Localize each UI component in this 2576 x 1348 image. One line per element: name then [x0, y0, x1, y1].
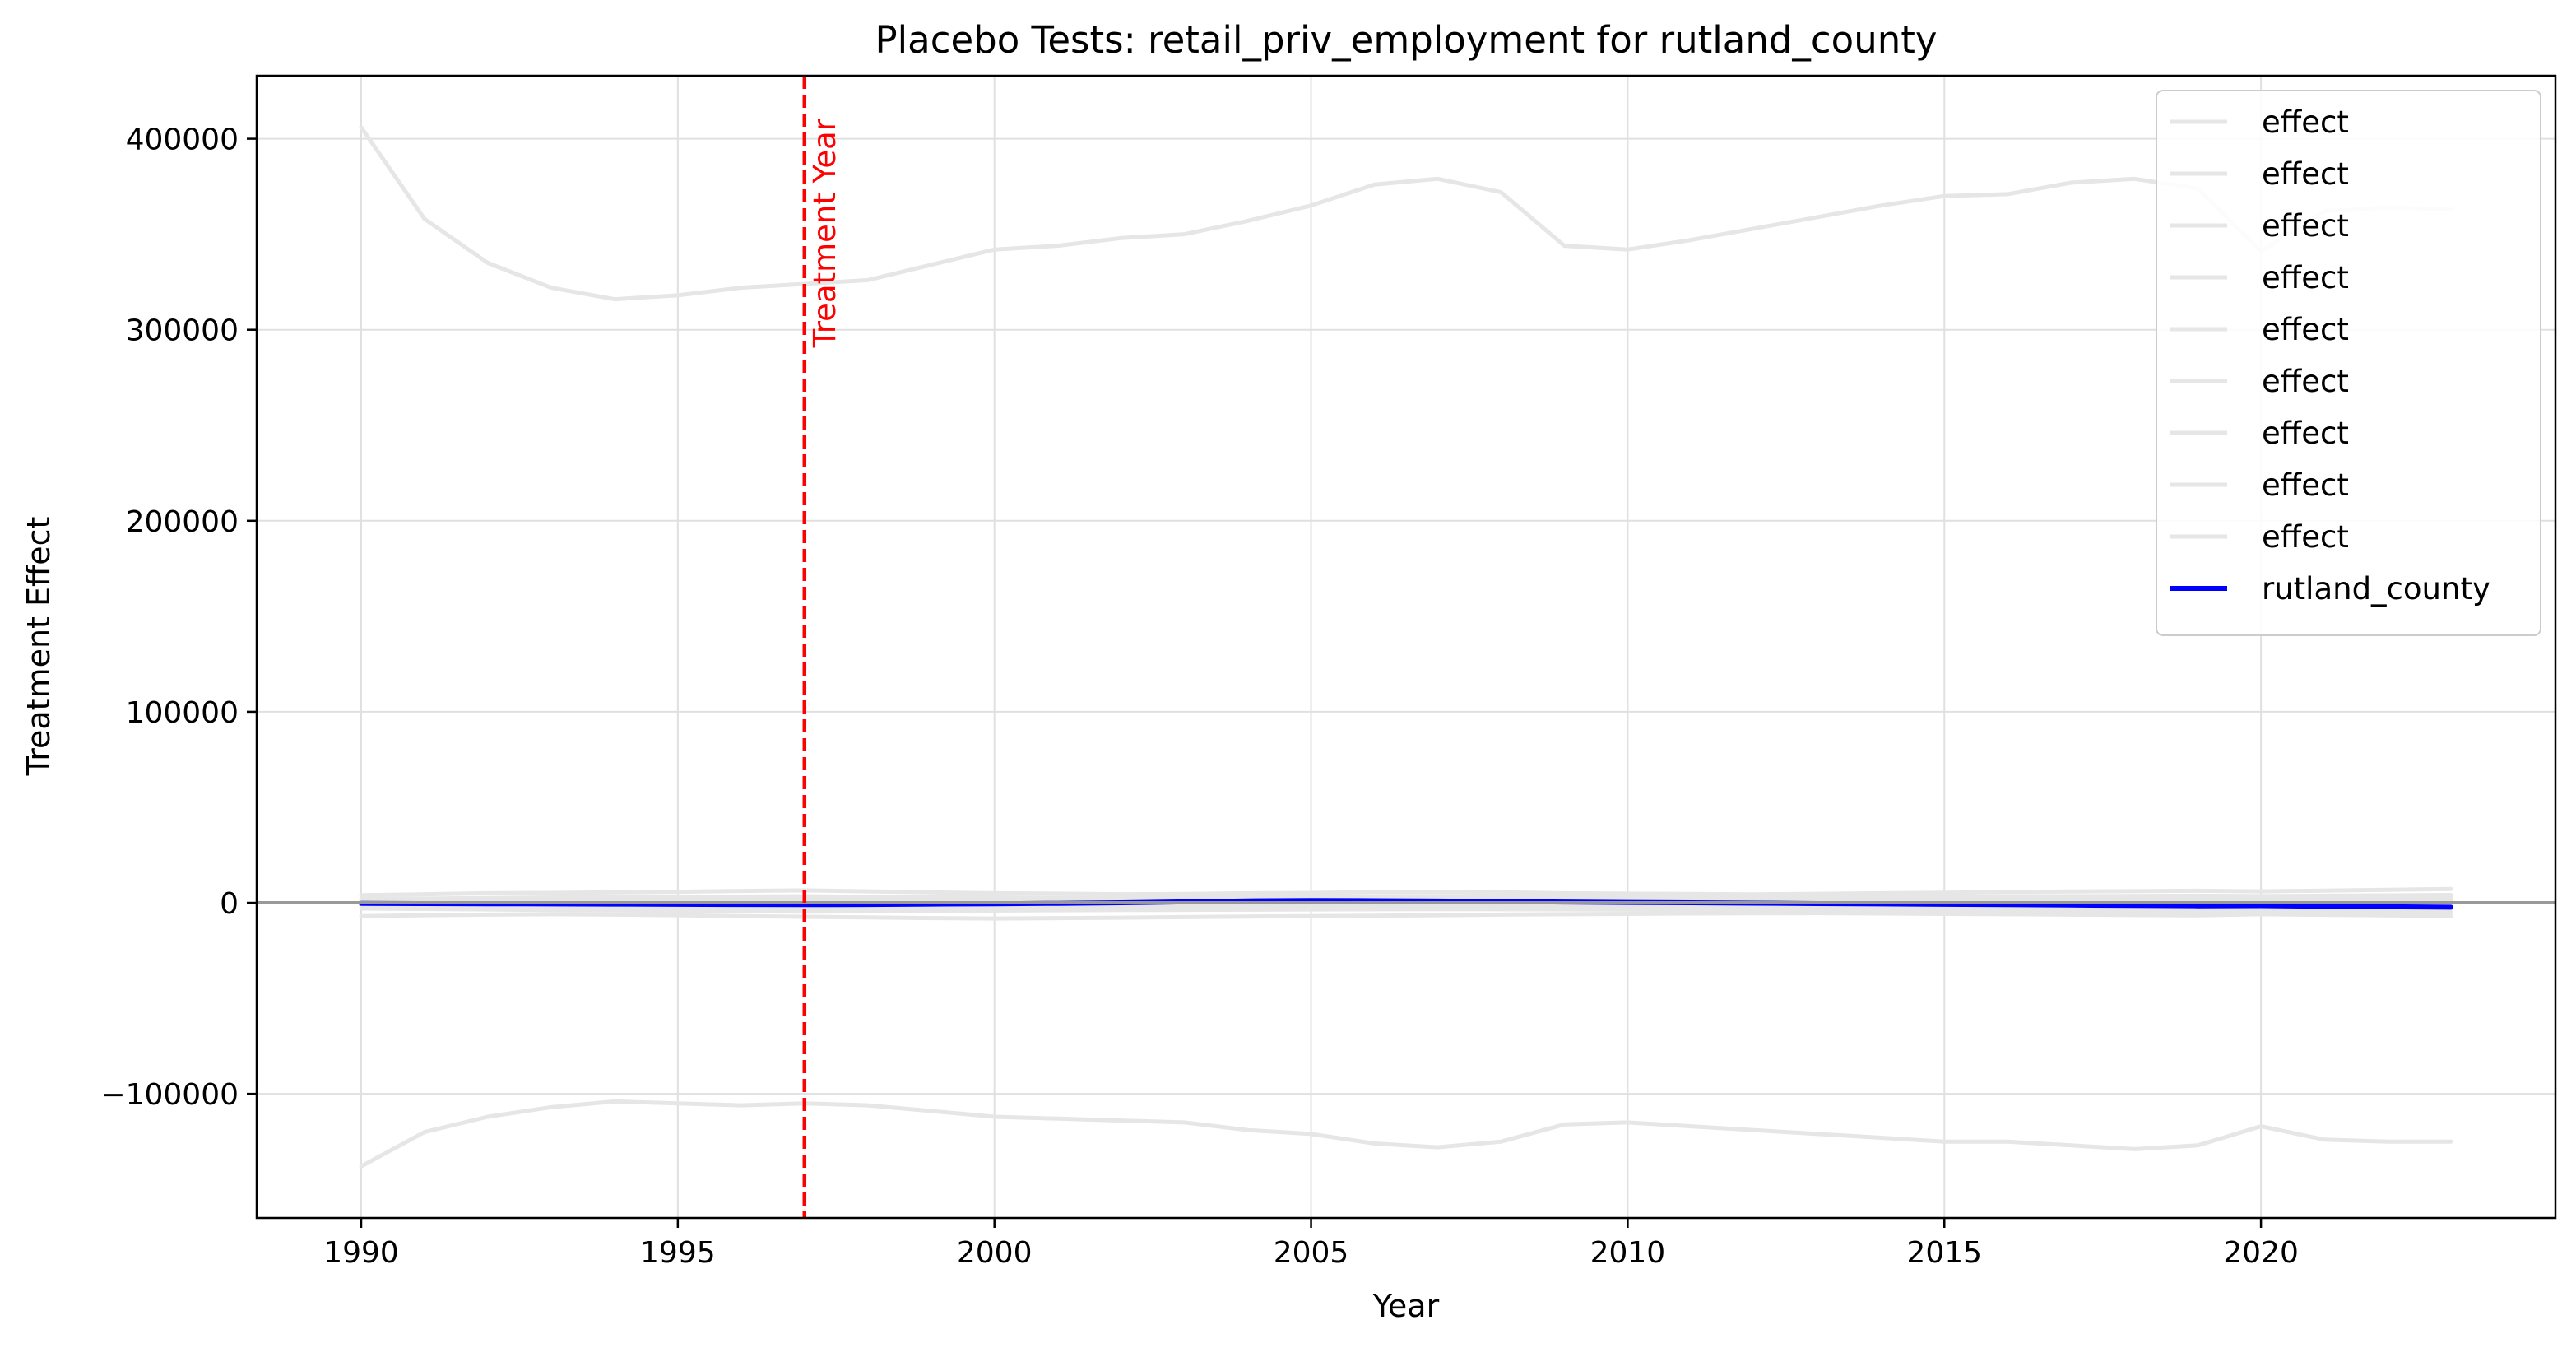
legend-label: effect	[2262, 364, 2349, 399]
x-tick-label: 1990	[323, 1236, 399, 1270]
y-tick-label: 0	[220, 887, 239, 921]
legend-label: effect	[2262, 260, 2349, 295]
ticks: 1990 1995 2000 2005 2010 2015 2020 −100000 0 1000…	[100, 123, 2298, 1270]
legend-label: effect	[2262, 519, 2349, 555]
y-tick-label: −100000	[100, 1078, 239, 1112]
legend-label: effect	[2262, 312, 2349, 347]
y-tick-label: 300000	[126, 314, 239, 348]
x-tick-label: 1995	[640, 1236, 716, 1270]
x-tick-label: 2000	[957, 1236, 1033, 1270]
x-tick-label: 2005	[1274, 1236, 1349, 1270]
series-line-effect-1	[359, 125, 2453, 302]
y-tick-label: 100000	[126, 696, 239, 730]
x-tick-label: 2010	[1590, 1236, 1666, 1270]
series-line-effect-5	[359, 893, 2453, 901]
legend-label: effect	[2262, 105, 2349, 140]
legend-label: effect	[2262, 416, 2349, 451]
chart-title: Placebo Tests: retail_priv_employment fo…	[875, 18, 1937, 62]
legend: effect effect effect effect effect effect effe…	[2156, 90, 2541, 636]
annotation-layer: Treatment Year	[257, 76, 2555, 1218]
plot-frame	[255, 74, 2557, 1220]
series-line-effect-3	[359, 886, 2453, 898]
y-tick-label: 200000	[126, 505, 239, 539]
legend-label: effect	[2262, 467, 2349, 503]
x-axis-label: Year	[1372, 1288, 1440, 1324]
x-tick-label: 2020	[2223, 1236, 2299, 1270]
treatment-year-label: Treatment Year	[807, 118, 842, 348]
legend-label: rutland_county	[2262, 571, 2490, 607]
series-layer	[359, 125, 2453, 1169]
legend-box	[2156, 90, 2541, 636]
legend-label: effect	[2262, 208, 2349, 244]
series-line-effect-6	[359, 906, 2453, 915]
y-axis-label: Treatment Effect	[21, 517, 57, 777]
legend-label: effect	[2262, 156, 2349, 192]
x-tick-label: 2015	[1906, 1236, 1982, 1270]
series-line-effect-4	[359, 911, 2453, 921]
series-line-effect-2	[359, 1099, 2453, 1169]
y-tick-label: 400000	[126, 123, 239, 157]
